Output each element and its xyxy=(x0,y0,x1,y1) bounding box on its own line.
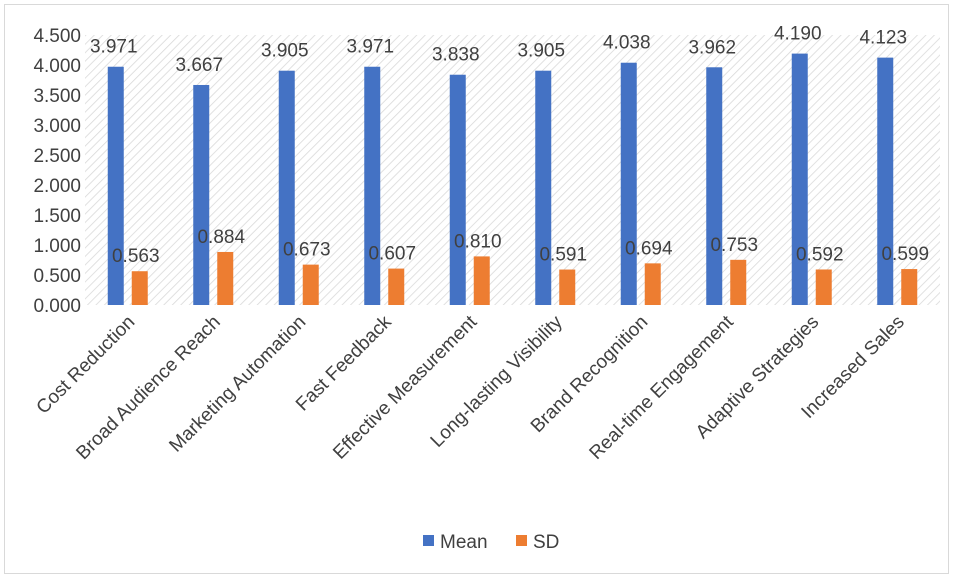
bar-sd xyxy=(388,268,405,305)
y-tick-label: 4.000 xyxy=(33,56,81,77)
data-label-sd: 0.884 xyxy=(197,227,245,248)
data-label-mean: 3.905 xyxy=(261,41,309,62)
y-tick-label: 1.000 xyxy=(33,236,81,257)
legend-swatch-mean xyxy=(423,535,434,546)
x-category-label: Real-time Engagement xyxy=(586,311,739,464)
y-tick-label: 0.500 xyxy=(33,266,81,287)
data-label-mean: 3.667 xyxy=(175,55,223,76)
y-axis-tick-labels: 0.000 0.500 1.000 1.500 2.000 2.500 3.000 3.500… xyxy=(33,26,81,317)
bar-sd xyxy=(644,263,661,305)
bar-sd xyxy=(559,269,576,305)
x-category-label: Effective Measurement xyxy=(329,311,482,464)
bar-sd xyxy=(901,269,918,305)
bar-sd xyxy=(217,251,234,305)
data-label-sd: 0.753 xyxy=(710,235,758,256)
bar-mean xyxy=(877,57,894,306)
bar-sd xyxy=(730,259,747,305)
bar-chart: 0.000 0.500 1.000 1.500 2.000 2.500 3.000 3.500… xyxy=(33,24,940,553)
legend-swatch-sd xyxy=(516,535,527,546)
data-label-mean: 4.123 xyxy=(859,28,907,49)
bar-mean xyxy=(791,53,808,305)
y-tick-label: 3.000 xyxy=(33,116,81,137)
data-label-mean: 3.971 xyxy=(90,37,138,58)
data-label-sd: 0.563 xyxy=(112,246,160,267)
bar-mean xyxy=(620,62,637,305)
bar-mean xyxy=(706,67,723,305)
data-label-sd: 0.673 xyxy=(283,240,331,261)
data-label-mean: 3.838 xyxy=(432,45,480,66)
bar-sd xyxy=(302,264,319,305)
y-tick-label: 3.500 xyxy=(33,86,81,107)
data-label-sd: 0.591 xyxy=(539,245,587,266)
legend-label-mean: Mean xyxy=(440,532,488,553)
data-label-sd: 0.810 xyxy=(454,231,502,252)
chart-frame: 0.000 0.500 1.000 1.500 2.000 2.500 3.000 3.500… xyxy=(4,4,949,574)
data-label-sd: 0.592 xyxy=(796,244,844,265)
bars-group xyxy=(107,53,918,306)
data-label-mean: 3.905 xyxy=(517,41,565,62)
y-tick-label: 1.500 xyxy=(33,206,81,227)
data-label-mean: 4.038 xyxy=(603,33,651,54)
data-label-sd: 0.607 xyxy=(368,244,416,265)
x-category-label: Broad Audience Reach xyxy=(72,312,224,464)
y-tick-label: 2.000 xyxy=(33,176,81,197)
data-label-mean: 4.190 xyxy=(774,24,822,45)
bar-sd xyxy=(131,271,148,305)
bar-mean xyxy=(193,84,210,305)
legend-label-sd: SD xyxy=(533,532,559,553)
y-tick-label: 0.000 xyxy=(33,296,81,317)
y-tick-label: 2.500 xyxy=(33,146,81,167)
bar-mean xyxy=(278,70,295,305)
legend: Mean SD xyxy=(423,532,559,553)
data-label-sd: 0.694 xyxy=(625,238,673,259)
bar-mean xyxy=(107,66,124,305)
data-label-mean: 3.971 xyxy=(346,37,394,58)
bar-sd xyxy=(473,256,490,305)
y-tick-label: 4.500 xyxy=(33,26,81,47)
bar-mean xyxy=(535,70,552,305)
data-label-mean: 3.962 xyxy=(688,37,736,58)
bar-mean xyxy=(449,74,466,305)
data-labels-group: 3.971 0.563 3.667 0.884 3.905 0.673 3.971 0.607… xyxy=(90,24,929,268)
data-label-sd: 0.599 xyxy=(881,244,929,265)
bar-sd xyxy=(815,269,832,305)
bar-mean xyxy=(364,66,381,305)
